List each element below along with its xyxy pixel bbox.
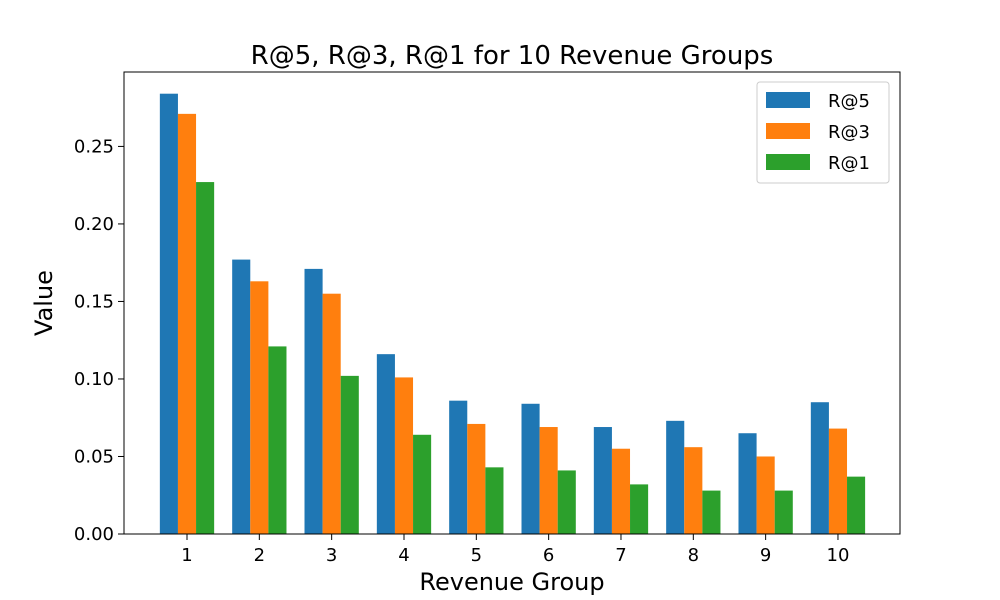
bar-R5-group-3 [304, 268, 323, 534]
x-axis: 1 2 3 4 5 6 7 8 9 10 [181, 534, 849, 566]
bar-R5-group-1 [159, 93, 178, 534]
x-tick-label: 7 [615, 545, 626, 566]
x-tick-label: 5 [471, 545, 482, 566]
bar-R3-group-7 [611, 448, 631, 534]
bar-R1-group-4 [413, 434, 432, 534]
bar-R5-group-5 [449, 400, 468, 534]
bar-R3-group-4 [394, 377, 414, 534]
bar-R3-group-8 [684, 447, 703, 534]
bar-R3-group-5 [467, 423, 486, 534]
y-tick-label: 0.00 [74, 524, 114, 545]
bar-R1-group-3 [340, 375, 359, 534]
bar-R1-group-9 [774, 490, 793, 534]
legend-label-R3: R@3 [828, 122, 870, 143]
bar-R5-group-10 [810, 402, 829, 534]
x-tick-label: 4 [398, 545, 409, 566]
y-tick-label: 0.10 [74, 369, 114, 390]
legend-swatch-R1 [766, 154, 810, 170]
bar-R5-group-4 [376, 354, 395, 534]
bar-R1-group-6 [557, 470, 576, 534]
bar-R1-group-2 [268, 346, 287, 534]
bar-R1-group-8 [702, 490, 721, 534]
x-tick-label: 6 [543, 545, 554, 566]
bar-R3-group-1 [177, 113, 197, 535]
y-tick-label: 0.25 [74, 136, 114, 157]
plot-frame [123, 71, 901, 535]
bar-R5-group-8 [666, 420, 685, 534]
chart-title: R@5, R@3, R@1 for 10 Revenue Groups [251, 41, 774, 71]
bar-R3-group-9 [756, 456, 775, 534]
bar-R3-group-2 [250, 281, 269, 534]
bar-R5-group-2 [232, 259, 251, 534]
legend-swatch-R5 [766, 92, 810, 108]
bar-R3-group-3 [322, 293, 341, 534]
legend-label-R1: R@1 [828, 153, 870, 174]
x-tick-label: 2 [254, 545, 265, 566]
bar-R1-group-10 [847, 476, 866, 534]
bar-R5-group-7 [593, 427, 612, 534]
x-tick-label: 3 [326, 545, 337, 566]
bar-R1-group-1 [196, 182, 215, 534]
bars-group [159, 93, 866, 535]
x-tick-label: 10 [827, 545, 850, 566]
bar-R1-group-5 [485, 467, 504, 534]
bar-R5-group-9 [738, 433, 757, 534]
bar-R3-group-6 [539, 427, 558, 534]
legend: R@5 R@3 R@1 [756, 81, 890, 184]
y-tick-label: 0.20 [74, 214, 114, 235]
x-tick-label: 9 [760, 545, 771, 566]
legend-swatch-R3 [766, 123, 810, 139]
legend-label-R5: R@5 [828, 91, 870, 112]
bar-R5-group-6 [521, 403, 540, 534]
y-axis-label: Value [30, 270, 58, 336]
bar-R3-group-10 [828, 428, 848, 534]
y-tick-label: 0.05 [74, 446, 114, 467]
y-tick-label: 0.15 [74, 291, 114, 312]
x-tick-label: 8 [688, 545, 699, 566]
x-axis-label: Revenue Group [419, 568, 604, 596]
bar-R1-group-7 [630, 484, 649, 534]
y-axis: 0.00 0.05 0.10 0.15 0.20 0.25 [74, 136, 124, 545]
x-tick-label: 1 [181, 545, 192, 566]
